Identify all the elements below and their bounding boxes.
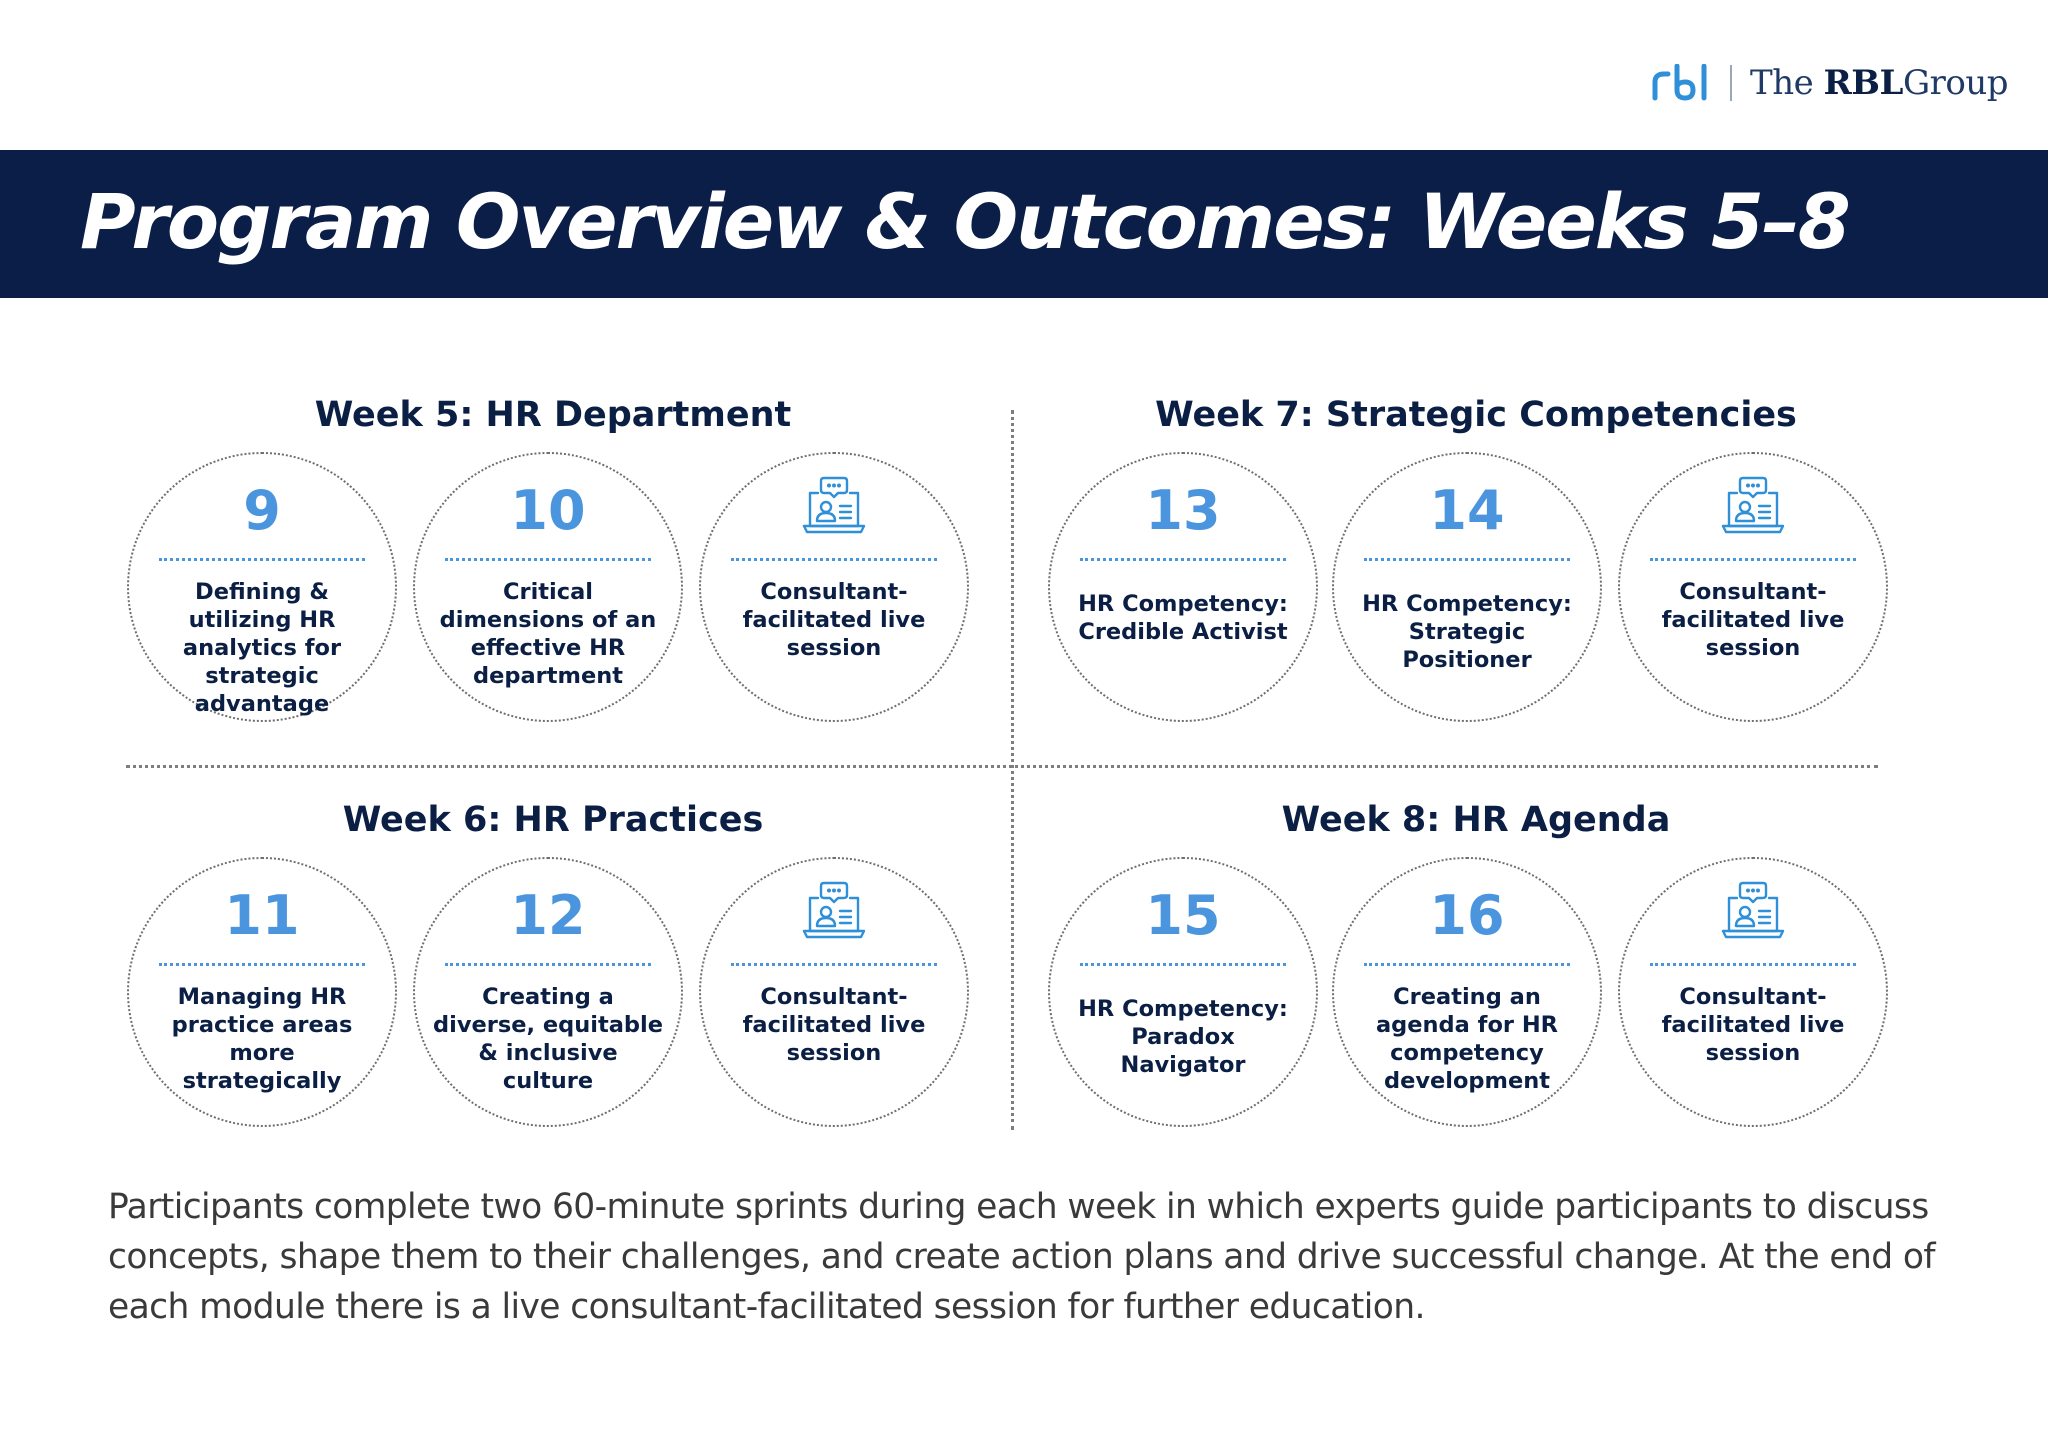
logo-wordmark: The RBLGroup [1750, 63, 2008, 103]
module-description: Consultant-facilitated live session [742, 579, 926, 661]
logo-separator [1730, 65, 1733, 101]
dotted-rule [159, 963, 365, 966]
dotted-rule [1364, 558, 1570, 561]
module-12-circle: 12 Creating a diverse, equitable & inclu… [413, 857, 683, 1127]
vertical-divider [1011, 410, 1014, 1130]
week-8-section: Week 8: HR Agenda 15 HR Competency: Para… [1036, 797, 1916, 1137]
dotted-rule [445, 963, 651, 966]
module-number: 10 [510, 479, 586, 542]
module-description: HR Competency: Credible Activist [1078, 591, 1288, 645]
module-description: HR Competency: Paradox Navigator [1078, 996, 1288, 1078]
module-description: Managing HR practice areas more strategi… [171, 984, 353, 1094]
module-description: Creating a diverse, equitable & inclusiv… [433, 984, 663, 1094]
dotted-rule [1080, 963, 1286, 966]
live-session-icon [701, 472, 967, 544]
module-number: 16 [1429, 884, 1505, 947]
module-description: Critical dimensions of an effective HR d… [439, 579, 657, 689]
module-description: HR Competency: Strategic Positioner [1362, 591, 1572, 673]
company-logo: The RBLGroup [1650, 58, 2009, 108]
live-session-circle: Consultant-facilitated live session [699, 857, 969, 1127]
module-description: Consultant-facilitated live session [742, 984, 926, 1066]
dotted-rule [1080, 558, 1286, 561]
module-15-circle: 15 HR Competency: Paradox Navigator [1048, 857, 1318, 1127]
rbl-logo-icon [1652, 64, 1707, 101]
live-session-icon [1620, 877, 1886, 949]
module-16-circle: 16 Creating an agenda for HR competency … [1332, 857, 1602, 1127]
module-description: Consultant-facilitated live session [1661, 984, 1845, 1066]
module-number: 9 [243, 479, 281, 542]
program-description: Participants complete two 60-minute spri… [108, 1187, 1936, 1327]
week-5-title: Week 5: HR Department [314, 395, 792, 435]
live-session-circle: Consultant-facilitated live session [699, 452, 969, 722]
dotted-rule [445, 558, 651, 561]
week-6-section: Week 6: HR Practices 11 Managing HR prac… [113, 797, 993, 1137]
live-session-icon [1620, 472, 1886, 544]
week-6-title: Week 6: HR Practices [342, 800, 764, 840]
module-11-circle: 11 Managing HR practice areas more strat… [127, 857, 397, 1127]
dotted-rule [1650, 963, 1856, 966]
live-session-icon [701, 877, 967, 949]
module-number: 11 [224, 884, 300, 947]
dotted-rule [1364, 963, 1570, 966]
dotted-rule [731, 963, 937, 966]
horizontal-divider [126, 765, 1878, 768]
live-session-circle: Consultant-facilitated live session [1618, 452, 1888, 722]
module-14-circle: 14 HR Competency: Strategic Positioner [1332, 452, 1602, 722]
module-description: Creating an agenda for HR competency dev… [1375, 984, 1559, 1094]
module-number: 12 [510, 884, 586, 947]
module-description: Defining & utilizing HR analytics for st… [182, 579, 342, 717]
module-9-circle: 9 Defining & utilizing HR analytics for … [127, 452, 397, 722]
module-number: 13 [1145, 479, 1221, 542]
module-13-circle: 13 HR Competency: Credible Activist [1048, 452, 1318, 722]
dotted-rule [1650, 558, 1856, 561]
module-number: 15 [1145, 884, 1221, 947]
module-10-circle: 10 Critical dimensions of an effective H… [413, 452, 683, 722]
module-description: Consultant-facilitated live session [1661, 579, 1845, 661]
week-7-title: Week 7: Strategic Competencies [1155, 395, 1797, 435]
module-number: 14 [1429, 479, 1505, 542]
page-title: Program Overview & Outcomes: Weeks 5–8 [80, 177, 1851, 266]
week-5-section: Week 5: HR Department 9 Defining & utili… [113, 392, 993, 732]
live-session-circle: Consultant-facilitated live session [1618, 857, 1888, 1127]
title-banner: Program Overview & Outcomes: Weeks 5–8 [0, 150, 2048, 298]
dotted-rule [159, 558, 365, 561]
dotted-rule [731, 558, 937, 561]
week-8-title: Week 8: HR Agenda [1281, 800, 1671, 840]
week-7-section: Week 7: Strategic Competencies 13 HR Com… [1036, 392, 1916, 732]
